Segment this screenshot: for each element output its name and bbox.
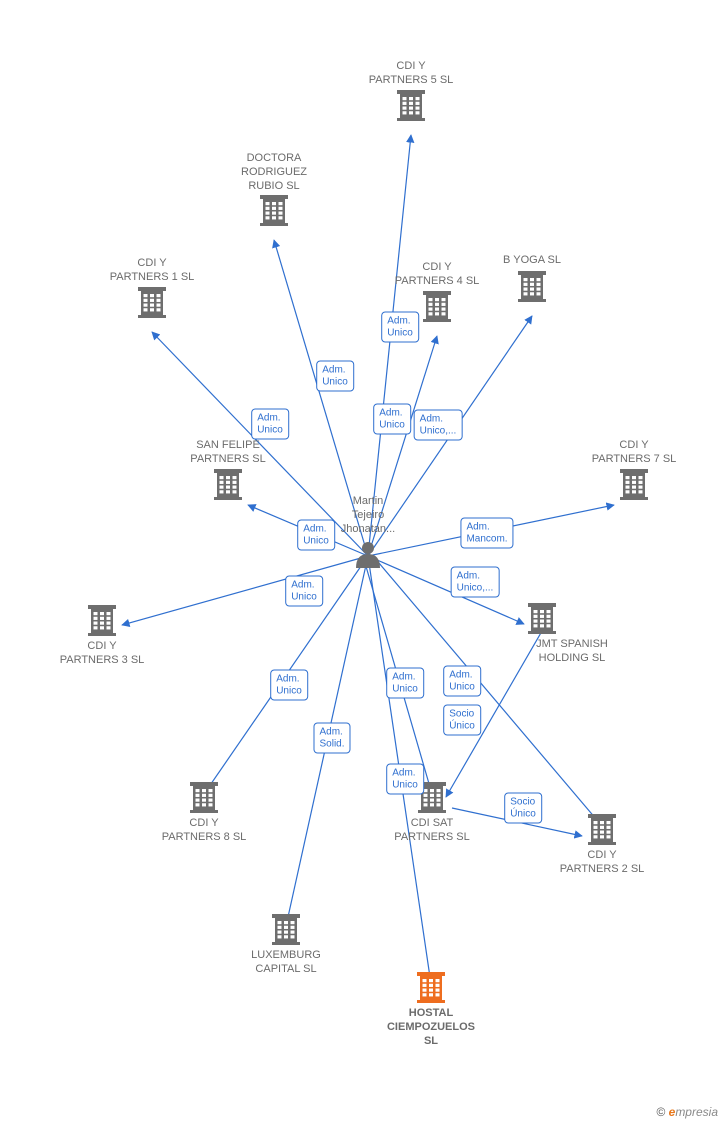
company-node-icon[interactable]	[260, 195, 288, 226]
company-node-icon[interactable]	[190, 782, 218, 813]
brand-rest: mpresia	[675, 1105, 718, 1119]
edge-line	[368, 135, 411, 556]
edge-label: Adm. Mancom.	[460, 518, 513, 549]
company-node-label: CDI Y PARTNERS 7 SL	[592, 439, 677, 467]
company-node-label: LUXEMBURG CAPITAL SL	[251, 949, 321, 977]
company-node-icon[interactable]	[88, 605, 116, 636]
person-node-icon[interactable]	[356, 542, 380, 568]
edge-label: Adm. Unico	[381, 312, 419, 343]
edge-label: Adm. Unico	[270, 670, 308, 701]
company-node-icon[interactable]	[588, 814, 616, 845]
company-node-label: CDI Y PARTNERS 1 SL	[110, 257, 195, 285]
edge-label: Adm. Solid.	[313, 723, 350, 754]
edge-label: Adm. Unico	[297, 520, 335, 551]
company-node-icon[interactable]	[620, 469, 648, 500]
edge-label: Adm. Unico	[443, 666, 481, 697]
company-node-icon[interactable]	[214, 469, 242, 500]
company-node-label: CDI Y PARTNERS 2 SL	[560, 849, 645, 877]
edge-label: Adm. Unico	[373, 404, 411, 435]
company-node-icon[interactable]	[528, 603, 556, 634]
company-node-label: CDI SAT PARTNERS SL	[394, 817, 469, 845]
edge-line	[368, 556, 524, 624]
edge-label: Adm. Unico	[316, 361, 354, 392]
company-node-label: CDI Y PARTNERS 5 SL	[369, 60, 454, 88]
person-node-label: Martin Tejeiro Jhonatan...	[341, 495, 395, 536]
edge-label: Socio Único	[443, 705, 481, 736]
edge-label: Adm. Unico	[285, 576, 323, 607]
edge-label: Adm. Unico	[251, 409, 289, 440]
company-node-label: CDI Y PARTNERS 8 SL	[162, 817, 247, 845]
company-node-icon[interactable]	[138, 287, 166, 318]
edge-label: Adm. Unico	[386, 668, 424, 699]
edge-line	[122, 556, 368, 625]
company-node-icon[interactable]	[518, 271, 546, 302]
company-node-label: DOCTORA RODRIGUEZ RUBIO SL	[241, 152, 307, 193]
footer-copyright: © empresia	[656, 1105, 718, 1119]
company-node-icon[interactable]	[397, 90, 425, 121]
edge-label: Adm. Unico,...	[414, 410, 463, 441]
company-node-icon[interactable]	[423, 291, 451, 322]
company-node-label: SAN FELIPE PARTNERS SL	[190, 439, 265, 467]
copyright-symbol: ©	[656, 1105, 665, 1119]
company-node-label: JMT SPANISH HOLDING SL	[536, 638, 608, 666]
company-node-label: HOSTAL CIEMPOZUELOS SL	[387, 1007, 475, 1048]
company-node-label: B YOGA SL	[503, 254, 561, 268]
edge-label: Adm. Unico	[386, 764, 424, 795]
company-node-label: CDI Y PARTNERS 3 SL	[60, 640, 145, 668]
edge-label: Socio Único	[504, 793, 542, 824]
company-node-icon[interactable]	[272, 914, 300, 945]
edge-label: Adm. Unico,...	[451, 567, 500, 598]
network-graph-svg	[0, 0, 728, 1125]
company-node-icon[interactable]	[417, 972, 445, 1003]
company-node-label: CDI Y PARTNERS 4 SL	[395, 261, 480, 289]
